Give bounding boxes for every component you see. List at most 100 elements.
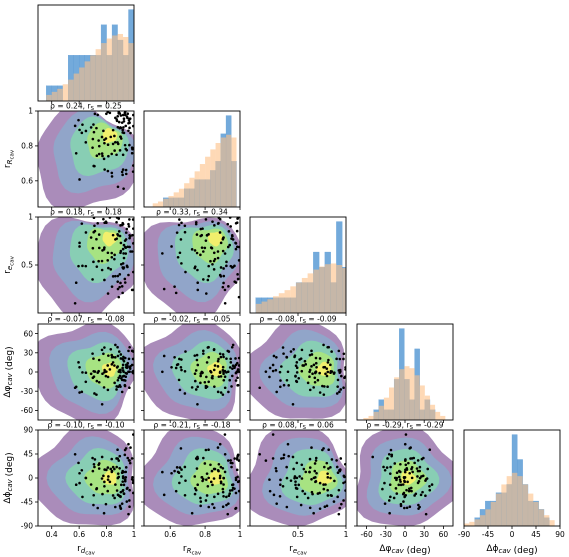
scatter-point <box>318 491 321 495</box>
scatter-point <box>326 361 330 364</box>
scatter-point <box>387 452 391 456</box>
scatter-point <box>428 484 431 488</box>
scatter-point <box>92 369 96 373</box>
scatter-point <box>101 154 104 158</box>
scatter-point <box>196 363 200 367</box>
scatter-point <box>313 376 317 380</box>
scatter-point <box>314 370 317 374</box>
model-bar <box>528 493 534 526</box>
model-bar <box>319 266 325 313</box>
x-tick-label: 90 <box>555 530 565 539</box>
scatter-point <box>128 345 131 349</box>
scatter-point <box>113 381 116 385</box>
scatter-point <box>89 236 93 239</box>
scatter-point <box>314 480 317 484</box>
scatter-point <box>302 467 306 471</box>
scatter-point <box>110 175 114 178</box>
scatter-point <box>310 446 313 449</box>
model-bar <box>178 188 185 207</box>
scatter-point <box>219 355 223 359</box>
scatter-point <box>97 233 101 236</box>
scatter-point <box>282 456 285 460</box>
scatter-point <box>132 491 134 495</box>
scatter-point <box>295 380 299 384</box>
panel-rR-vs-rd <box>37 110 135 208</box>
scatter-point <box>295 495 299 499</box>
scatter-point <box>236 456 239 460</box>
scatter-point <box>121 113 125 117</box>
scatter-point <box>304 470 308 474</box>
scatter-point <box>236 453 240 457</box>
scatter-point <box>218 476 222 480</box>
scatter-point <box>173 285 176 288</box>
scatter-point <box>190 386 194 389</box>
model-bar <box>117 33 124 101</box>
scatter-point <box>213 467 217 471</box>
scatter-point <box>415 467 419 470</box>
scatter-point <box>330 350 333 353</box>
model-bar <box>123 37 129 101</box>
scatter-point <box>115 489 119 492</box>
scatter-point <box>337 488 341 492</box>
scatter-point <box>234 242 238 245</box>
scatter-point <box>211 483 214 487</box>
panel-frame <box>143 110 241 208</box>
scatter-point <box>111 361 115 364</box>
scatter-point <box>225 260 228 264</box>
scatter-point <box>216 359 220 363</box>
scatter-point <box>330 494 333 498</box>
y-tick-label: 30 <box>23 349 33 358</box>
scatter-point <box>322 343 325 347</box>
scatter-point <box>113 505 117 509</box>
scatter-point <box>124 365 128 369</box>
scatter-point <box>202 278 205 281</box>
scatter-point <box>103 480 106 484</box>
scatter-point <box>205 478 208 481</box>
scatter-point <box>323 465 326 469</box>
scatter-point <box>92 357 95 360</box>
scatter-point <box>424 494 427 498</box>
scatter-point <box>209 246 213 249</box>
scatter-point <box>125 227 129 231</box>
scatter-point <box>310 353 314 356</box>
model-bar <box>330 263 337 313</box>
scatter-point <box>106 111 110 114</box>
scatter-point <box>401 483 405 486</box>
scatter-point <box>292 467 295 471</box>
scatter-point <box>92 230 96 234</box>
scatter-point <box>122 119 126 123</box>
scatter-point <box>285 465 288 469</box>
scatter-point <box>118 504 122 508</box>
scatter-point <box>221 505 225 509</box>
scatter-point <box>211 374 214 378</box>
scatter-point <box>297 376 301 380</box>
scatter-point <box>286 370 290 374</box>
x-tick-label: 45 <box>531 530 541 539</box>
scatter-point <box>210 469 214 473</box>
scatter-point <box>128 236 131 240</box>
scatter-point <box>110 469 114 473</box>
scatter-point <box>228 366 232 369</box>
panel-dPhi-vs-rd <box>37 429 135 527</box>
scatter-point <box>89 483 93 486</box>
scatter-point <box>100 259 104 263</box>
scatter-point <box>116 141 119 144</box>
scatter-point <box>329 466 332 469</box>
scatter-point <box>81 264 84 268</box>
correlation-label: ρ = 0.08, rS = 0.06 <box>262 421 334 432</box>
scatter-point <box>204 239 208 242</box>
scatter-point <box>308 388 312 392</box>
scatter-point <box>103 468 106 471</box>
scatter-point <box>403 470 407 474</box>
scatter-point <box>113 257 116 261</box>
scatter-point <box>106 478 110 481</box>
scatter-point <box>271 369 275 373</box>
scatter-point <box>199 504 202 508</box>
scatter-point <box>285 505 289 509</box>
scatter-point <box>107 154 110 158</box>
scatter-point <box>119 385 122 388</box>
scatter-point <box>393 476 397 480</box>
model-bar <box>496 493 502 526</box>
scatter-point <box>294 483 297 487</box>
scatter-point <box>117 494 121 498</box>
